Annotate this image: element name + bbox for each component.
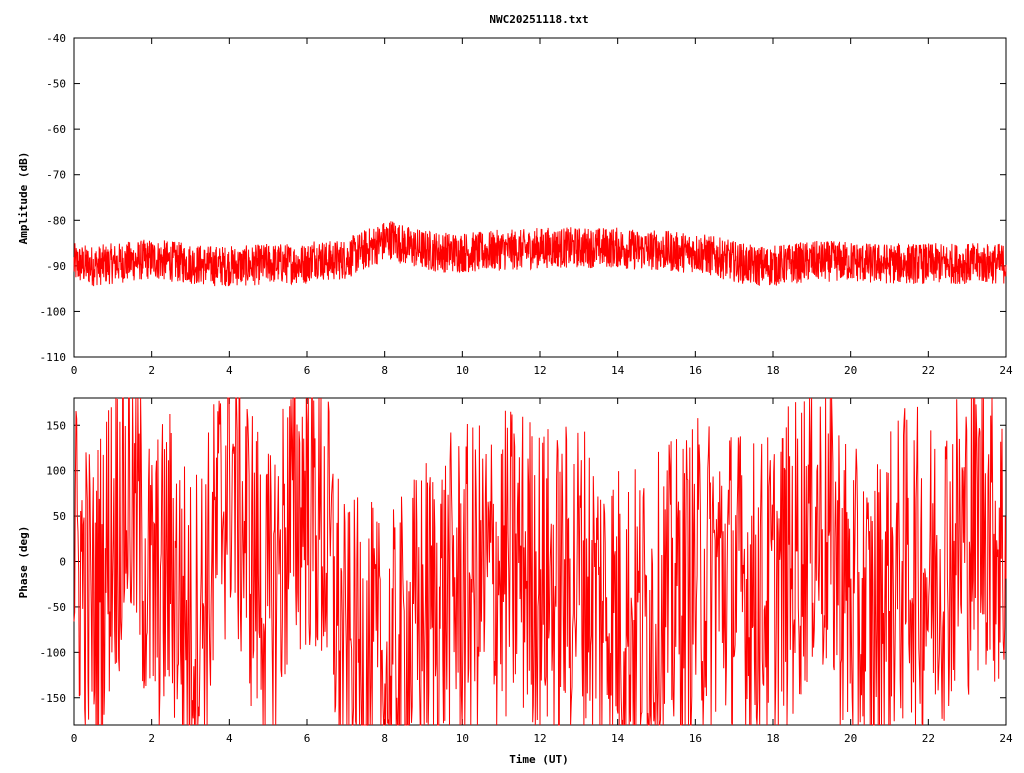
phase-x-tick-label: 24 <box>999 732 1013 745</box>
amplitude-y-axis: -40 -50 -60 -70 -80 -90 -100 -110 <box>40 32 1006 364</box>
amplitude-x-tick-label: 24 <box>999 364 1013 377</box>
amplitude-series-line <box>73 221 1007 287</box>
amplitude-x-tick-label: 20 <box>844 364 857 377</box>
phase-x-tick-label: 14 <box>611 732 625 745</box>
phase-y-tick-label: 0 <box>59 556 66 569</box>
amplitude-x-axis: 0 2 4 6 8 10 12 14 16 18 20 22 24 <box>71 38 1013 377</box>
amplitude-x-tick-label: 12 <box>533 364 546 377</box>
amplitude-x-tick-label: 4 <box>226 364 233 377</box>
amplitude-x-tick-label: 18 <box>766 364 779 377</box>
amplitude-y-tick-label: -100 <box>40 305 67 318</box>
amplitude-y-tick-label: -40 <box>46 32 66 45</box>
phase-x-tick-label: 20 <box>844 732 857 745</box>
amplitude-y-tick-label: -80 <box>46 214 66 227</box>
phase-x-tick-label: 8 <box>381 732 388 745</box>
phase-y-tick-label: 50 <box>53 510 66 523</box>
phase-x-tick-label: 16 <box>689 732 702 745</box>
amplitude-y-tick-label: -50 <box>46 78 66 91</box>
phase-x-tick-label: 22 <box>922 732 935 745</box>
phase-x-axis-label: Time (UT) <box>509 753 569 766</box>
phase-x-tick-label: 18 <box>766 732 779 745</box>
amplitude-y-tick-label: -70 <box>46 169 66 182</box>
phase-x-tick-label: 10 <box>456 732 469 745</box>
amplitude-y-axis-label: Amplitude (dB) <box>17 152 30 245</box>
phase-x-tick-label: 4 <box>226 732 233 745</box>
phase-y-axis: 150 100 50 0 -50 -100 -150 <box>40 419 1006 705</box>
phase-x-tick-label: 12 <box>533 732 546 745</box>
amplitude-x-tick-label: 14 <box>611 364 625 377</box>
amplitude-series <box>73 221 1007 287</box>
amplitude-y-tick-label: -110 <box>40 351 67 364</box>
amplitude-panel: -40-50-60-70-80-90-100-110 0 2 4 6 8 10 12 14 16… <box>17 32 1013 377</box>
phase-y-tick-label: 150 <box>46 419 66 432</box>
amplitude-y-tick-label: -90 <box>46 260 66 273</box>
chart-title: NWC20251118.txt <box>489 13 588 26</box>
phase-x-tick-label: 2 <box>148 732 155 745</box>
amplitude-y-tick-label: -60 <box>46 123 66 136</box>
amplitude-x-tick-label: 22 <box>922 364 935 377</box>
phase-y-tick-label: -100 <box>40 646 67 659</box>
amplitude-x-tick-label: 6 <box>304 364 311 377</box>
amplitude-x-tick-label: 2 <box>148 364 155 377</box>
phase-y-tick-label: 100 <box>46 465 66 478</box>
phase-y-tick-label: -50 <box>46 601 66 614</box>
phase-y-tick-label: -150 <box>40 692 67 705</box>
phase-y-axis-label: Phase (deg) <box>17 526 30 599</box>
phase-series-line <box>73 397 1007 727</box>
phase-x-tick-label: 0 <box>71 732 78 745</box>
amplitude-x-tick-label: 8 <box>381 364 388 377</box>
amplitude-x-tick-label: 0 <box>71 364 78 377</box>
phase-x-tick-label: 6 <box>304 732 311 745</box>
phase-series <box>73 397 1007 727</box>
phase-x-axis: 0 2 4 6 8 10 12 14 16 18 20 22 24 <box>71 398 1013 745</box>
amplitude-x-tick-label: 16 <box>689 364 702 377</box>
amplitude-x-tick-label: 10 <box>456 364 469 377</box>
amplitude-plot-frame <box>73 37 1007 358</box>
